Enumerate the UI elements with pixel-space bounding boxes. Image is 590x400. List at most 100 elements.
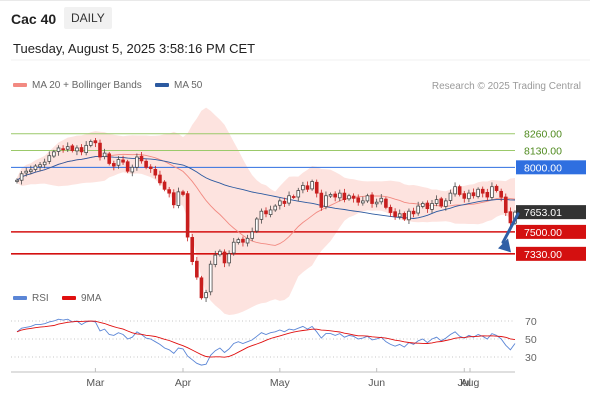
candle: [19, 173, 24, 181]
candle: [291, 196, 296, 198]
candle: [167, 189, 171, 194]
candle: [70, 145, 75, 151]
candle: [328, 194, 333, 197]
legend-rsi-label: RSI: [32, 293, 49, 304]
candle: [485, 191, 490, 198]
level-label-7500.00: 7500.00: [524, 227, 562, 239]
candle: [411, 210, 416, 215]
candle: [296, 190, 301, 198]
x-tick-label: May: [270, 377, 291, 389]
rsi-tick-label: 50: [525, 334, 537, 346]
legend-rsi-ma-label: 9MA: [81, 293, 102, 304]
rsi-line: [16, 318, 516, 366]
candle: [52, 151, 56, 157]
candle: [471, 192, 476, 197]
ma50-swatch: [155, 83, 169, 88]
candle: [444, 200, 448, 207]
legend-ma20-label: MA 20 + Bollinger Bands: [32, 80, 142, 91]
instrument-title: Cac 40: [11, 11, 57, 27]
candle: [337, 192, 342, 199]
candle: [139, 155, 144, 162]
candle: [268, 209, 273, 215]
x-tick-label: Aug: [461, 377, 480, 389]
candle: [278, 200, 282, 206]
candle: [148, 166, 153, 170]
x-tick-label: Jun: [368, 377, 385, 389]
candles: [15, 138, 517, 303]
candle: [204, 292, 208, 299]
candle: [107, 153, 112, 164]
forecast-arrow: [501, 212, 520, 244]
candle: [420, 203, 425, 207]
candle: [218, 250, 222, 256]
candle: [75, 147, 79, 152]
rsi-swatch: [13, 296, 27, 301]
candle: [259, 210, 264, 220]
candle: [56, 147, 61, 152]
candle: [324, 195, 328, 207]
level-label-8000.00: 8000.00: [524, 162, 562, 174]
candle: [374, 201, 379, 205]
candle: [402, 213, 407, 220]
candle: [425, 202, 430, 210]
candle: [287, 195, 291, 204]
candle: [448, 192, 453, 201]
forecast-arrow-head: [498, 238, 511, 253]
candle: [467, 192, 471, 200]
candle: [342, 192, 347, 201]
candle: [181, 191, 185, 195]
candle: [370, 194, 374, 204]
candle: [305, 185, 310, 190]
candle: [356, 197, 361, 203]
candle: [227, 253, 231, 264]
level-tag-7330.00: [516, 246, 586, 261]
candle: [116, 159, 121, 166]
candle: [416, 205, 420, 214]
candle: [213, 254, 218, 265]
level-label-8260.00: 8260.00: [524, 129, 562, 141]
rsi-tick-label: 30: [525, 352, 537, 364]
candle: [195, 260, 199, 278]
level-label-8130.00: 8130.00: [524, 146, 562, 158]
candle: [361, 200, 365, 204]
candle: [236, 239, 241, 244]
candle: [393, 211, 397, 217]
candle: [407, 210, 411, 221]
candle: [310, 181, 314, 190]
period-selector[interactable]: DAILY: [64, 7, 112, 29]
last-price-tag: [516, 205, 586, 220]
candle: [135, 156, 139, 168]
candle: [250, 231, 254, 239]
candle: [42, 161, 47, 166]
candle: [33, 165, 38, 170]
candle: [241, 238, 245, 243]
candle: [158, 174, 162, 184]
candle: [503, 196, 508, 213]
candle: [222, 251, 227, 264]
candle: [245, 237, 250, 244]
candle: [29, 169, 33, 172]
level-tag-7500.00: [516, 224, 586, 239]
ma20-swatch: [13, 83, 27, 88]
candle: [47, 155, 52, 162]
legend-rsi: RSI: [13, 293, 49, 304]
candle: [365, 195, 370, 202]
x-tick-label: Apr: [175, 377, 192, 389]
candle: [264, 210, 268, 215]
top-border: [0, 0, 590, 1]
x-tick-label: Jul: [458, 377, 471, 389]
candle: [171, 192, 176, 206]
candle: [384, 198, 388, 208]
candle: [319, 192, 324, 208]
candle: [65, 146, 70, 150]
candle: [480, 188, 485, 194]
x-tick-label: Mar: [86, 377, 105, 389]
candle: [199, 277, 204, 299]
rsi-ma-line: [16, 320, 516, 358]
legend-rsi-ma: 9MA: [62, 293, 102, 304]
candle: [254, 218, 259, 232]
candle: [38, 164, 42, 168]
candle: [24, 170, 29, 174]
candle: [462, 193, 467, 199]
